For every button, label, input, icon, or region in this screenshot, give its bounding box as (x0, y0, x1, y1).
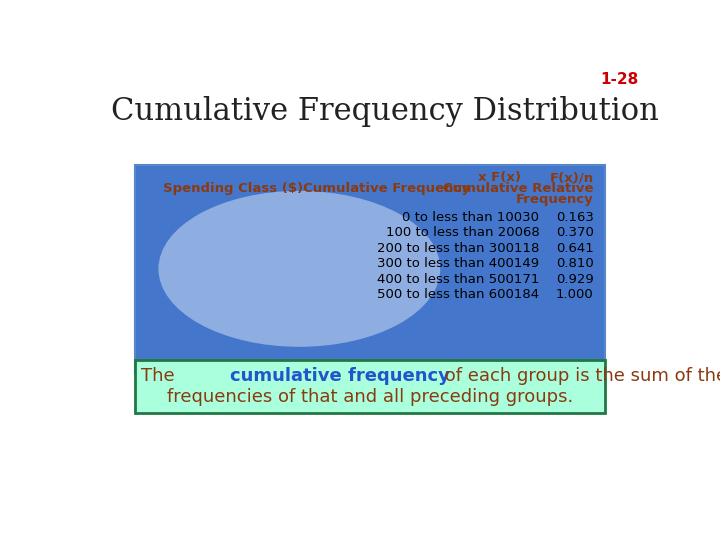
Text: F(x)/n: F(x)/n (549, 171, 594, 184)
Text: The: The (141, 367, 181, 384)
Text: 0.929: 0.929 (556, 273, 594, 286)
Text: x F(x): x F(x) (478, 171, 521, 184)
FancyBboxPatch shape (135, 165, 605, 373)
Text: 0.370: 0.370 (556, 226, 594, 240)
Text: 1.000: 1.000 (556, 288, 594, 301)
Text: cumulative frequency: cumulative frequency (230, 367, 450, 384)
Text: 0.641: 0.641 (556, 242, 594, 255)
Text: 100 to less than 20068: 100 to less than 20068 (386, 226, 539, 240)
Text: Cumulative Relative: Cumulative Relative (444, 182, 594, 195)
Text: Cumulative Frequency Distribution: Cumulative Frequency Distribution (111, 96, 658, 126)
Text: 0.163: 0.163 (556, 211, 594, 224)
FancyBboxPatch shape (135, 361, 605, 413)
Text: 200 to less than 300118: 200 to less than 300118 (377, 242, 539, 255)
Text: 0 to less than 10030: 0 to less than 10030 (402, 211, 539, 224)
Text: 1-28: 1-28 (600, 72, 639, 87)
Text: 500 to less than 600184: 500 to less than 600184 (377, 288, 539, 301)
Text: of each group is the sum of the: of each group is the sum of the (438, 367, 720, 384)
Text: 300 to less than 400149: 300 to less than 400149 (377, 257, 539, 271)
Ellipse shape (158, 191, 440, 347)
Text: Spending Class ($)Cumulative Frequency: Spending Class ($)Cumulative Frequency (163, 182, 469, 195)
Text: frequencies of that and all preceding groups.: frequencies of that and all preceding gr… (166, 388, 573, 406)
Text: 400 to less than 500171: 400 to less than 500171 (377, 273, 539, 286)
Text: Frequency: Frequency (516, 193, 594, 206)
Text: 0.810: 0.810 (556, 257, 594, 271)
